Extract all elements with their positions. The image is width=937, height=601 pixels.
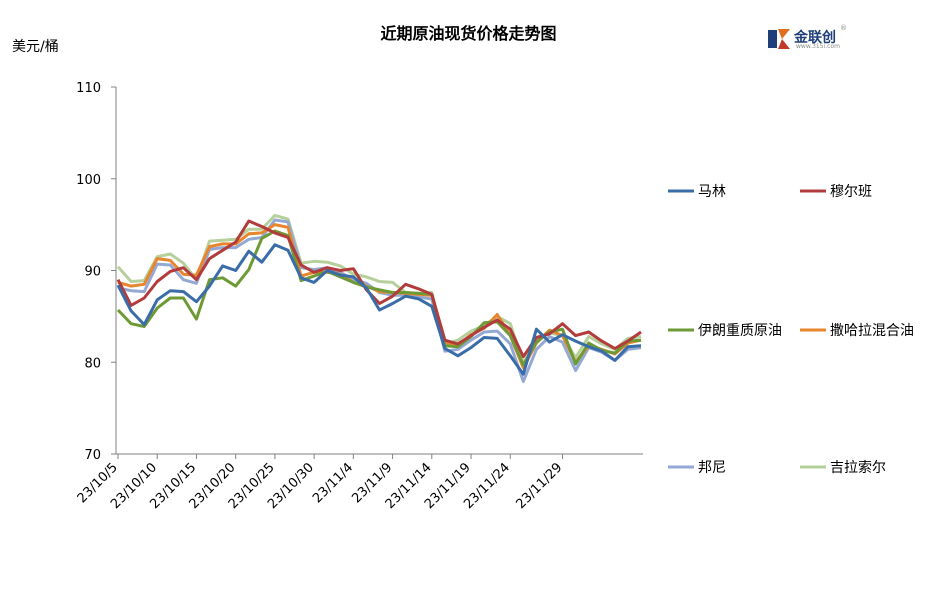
x-tick-label: 23/11/29 [513, 460, 565, 512]
y-tick-label: 100 [76, 173, 101, 188]
legend-label: 撒哈拉混合油 [830, 323, 914, 339]
x-tick-label: 23/11/4 [310, 460, 356, 506]
y-tick-label: 70 [84, 448, 101, 463]
series-line-1 [116, 243, 642, 376]
legend-label: 马林 [698, 184, 726, 200]
chart-title: 近期原油现货价格走势图 [380, 24, 557, 43]
logo-registered-mark: ® [840, 24, 847, 32]
y-axis-unit: 美元/桶 [12, 39, 59, 55]
series-line-4 [117, 223, 642, 370]
y-tick-label: 80 [84, 356, 101, 371]
legend-label: 伊朗重质原油 [698, 323, 782, 339]
y-tick-label: 90 [84, 265, 101, 280]
brand-logo: 金联创 ® www.315i.com [766, 24, 862, 52]
series-lines [116, 213, 642, 383]
legend-label: 穆尔班 [830, 184, 872, 200]
logo-url: www.315i.com [796, 43, 840, 50]
legend-label: 邦尼 [698, 460, 726, 476]
logo-name: 金联创 [794, 30, 836, 46]
legend-label: 吉拉索尔 [830, 459, 886, 476]
logo-icon [768, 29, 790, 49]
y-tick-label: 110 [76, 81, 101, 96]
series-line-2 [116, 219, 642, 359]
